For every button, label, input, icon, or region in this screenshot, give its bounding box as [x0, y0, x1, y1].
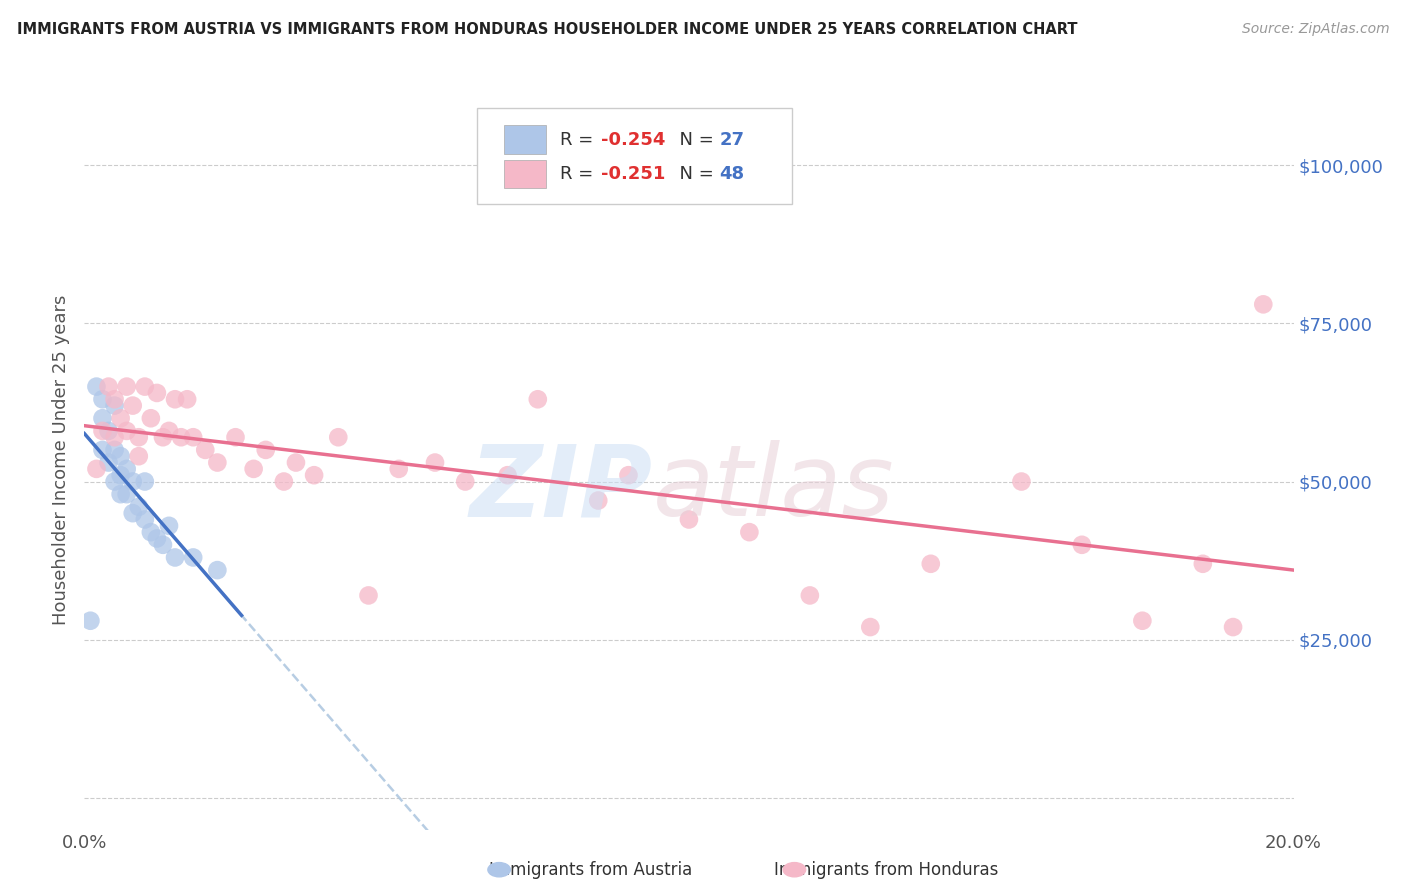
Point	[617, 468, 640, 483]
Point	[104, 442, 127, 457]
Text: 27: 27	[720, 130, 744, 149]
Text: -0.251: -0.251	[600, 165, 665, 183]
Point	[152, 538, 174, 552]
Point	[285, 456, 308, 470]
Point	[128, 430, 150, 444]
Point	[139, 411, 162, 425]
Point	[496, 468, 519, 483]
Point	[454, 475, 477, 489]
Point	[423, 456, 446, 470]
Text: atlas: atlas	[652, 441, 894, 538]
Point	[104, 430, 127, 444]
Point	[91, 411, 114, 425]
Point	[115, 424, 138, 438]
Text: IMMIGRANTS FROM AUSTRIA VS IMMIGRANTS FROM HONDURAS HOUSEHOLDER INCOME UNDER 25 : IMMIGRANTS FROM AUSTRIA VS IMMIGRANTS FR…	[17, 22, 1077, 37]
Text: Source: ZipAtlas.com: Source: ZipAtlas.com	[1241, 22, 1389, 37]
FancyBboxPatch shape	[478, 108, 792, 204]
Point	[328, 430, 350, 444]
Point	[115, 379, 138, 393]
Point	[134, 379, 156, 393]
Point	[157, 518, 180, 533]
Point	[242, 462, 264, 476]
Point	[104, 399, 127, 413]
Point	[207, 456, 229, 470]
Point	[388, 462, 411, 476]
Text: Immigrants from Austria: Immigrants from Austria	[489, 861, 692, 879]
Point	[194, 442, 217, 457]
Point	[920, 557, 942, 571]
Point	[157, 424, 180, 438]
Point	[91, 442, 114, 457]
Point	[738, 525, 761, 540]
Text: N =: N =	[668, 165, 720, 183]
Point	[97, 379, 120, 393]
Point	[527, 392, 550, 407]
Point	[225, 430, 247, 444]
Point	[139, 525, 162, 540]
Point	[104, 475, 127, 489]
Point	[86, 462, 108, 476]
Point	[152, 430, 174, 444]
Point	[357, 589, 380, 603]
FancyBboxPatch shape	[503, 126, 547, 153]
Point	[678, 512, 700, 526]
Point	[121, 506, 143, 520]
Point	[1192, 557, 1215, 571]
Point	[146, 386, 169, 401]
Text: R =: R =	[560, 165, 599, 183]
FancyBboxPatch shape	[503, 160, 547, 187]
Point	[146, 532, 169, 546]
Y-axis label: Householder Income Under 25 years: Householder Income Under 25 years	[52, 294, 70, 624]
Point	[273, 475, 295, 489]
Text: ZIP: ZIP	[470, 441, 652, 538]
Point	[799, 589, 821, 603]
Point	[91, 424, 114, 438]
Point	[134, 512, 156, 526]
Point	[302, 468, 325, 483]
Text: N =: N =	[668, 130, 720, 149]
Point	[1253, 297, 1275, 311]
Point	[115, 487, 138, 501]
Point	[128, 500, 150, 514]
Point	[207, 563, 229, 577]
Point	[181, 430, 204, 444]
Point	[181, 550, 204, 565]
Point	[170, 430, 193, 444]
Text: 48: 48	[720, 165, 744, 183]
Point	[97, 456, 120, 470]
Point	[134, 475, 156, 489]
Point	[1222, 620, 1244, 634]
Point	[104, 392, 127, 407]
Point	[1071, 538, 1094, 552]
Point	[165, 392, 187, 407]
Point	[110, 449, 132, 463]
Point	[121, 399, 143, 413]
Point	[79, 614, 101, 628]
Point	[1130, 614, 1153, 628]
Point	[1011, 475, 1033, 489]
Point	[91, 392, 114, 407]
Point	[859, 620, 882, 634]
Point	[86, 379, 108, 393]
Point	[110, 468, 132, 483]
Point	[121, 475, 143, 489]
Point	[176, 392, 198, 407]
Point	[165, 550, 187, 565]
Text: R =: R =	[560, 130, 599, 149]
Point	[115, 462, 138, 476]
Point	[110, 487, 132, 501]
Text: Immigrants from Honduras: Immigrants from Honduras	[773, 861, 998, 879]
Point	[128, 449, 150, 463]
Text: -0.254: -0.254	[600, 130, 665, 149]
Point	[97, 424, 120, 438]
Point	[110, 411, 132, 425]
Point	[588, 493, 610, 508]
Point	[254, 442, 277, 457]
